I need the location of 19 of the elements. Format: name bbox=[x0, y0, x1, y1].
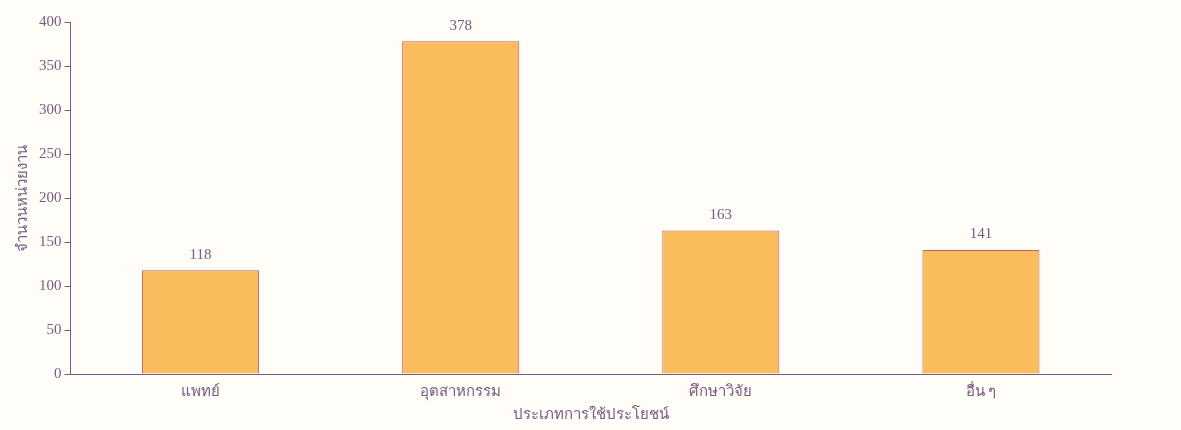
y-tick-label: 0 bbox=[54, 364, 62, 381]
y-tick-label: 300 bbox=[39, 100, 62, 117]
y-tick-label: 400 bbox=[39, 12, 62, 29]
y-tick-label: 50 bbox=[46, 320, 62, 337]
data-label: 141 bbox=[969, 225, 993, 242]
y-tick-label: 100 bbox=[39, 276, 62, 293]
x-axis-title: ประเภทการใช้ประโยชน์ bbox=[512, 404, 669, 422]
data-label: 163 bbox=[709, 206, 733, 222]
data-label: 378 bbox=[449, 16, 472, 33]
y-tick-label: 250 bbox=[39, 144, 62, 161]
y-axis-title: จำนวนหน่วยงาน bbox=[13, 144, 30, 252]
data-label: 118 bbox=[189, 245, 212, 262]
x-tick-label: ศึกษาวิจัย bbox=[689, 382, 753, 399]
x-tick-label: อุตสาหกรรม bbox=[420, 382, 502, 401]
x-tick-label: แพทย์ bbox=[181, 382, 221, 399]
y-tick-label: 350 bbox=[39, 56, 62, 73]
y-tick-label: 200 bbox=[39, 188, 62, 205]
y-tick-label: 150 bbox=[39, 232, 62, 249]
x-tick-label: อื่น ๆ bbox=[965, 379, 997, 399]
